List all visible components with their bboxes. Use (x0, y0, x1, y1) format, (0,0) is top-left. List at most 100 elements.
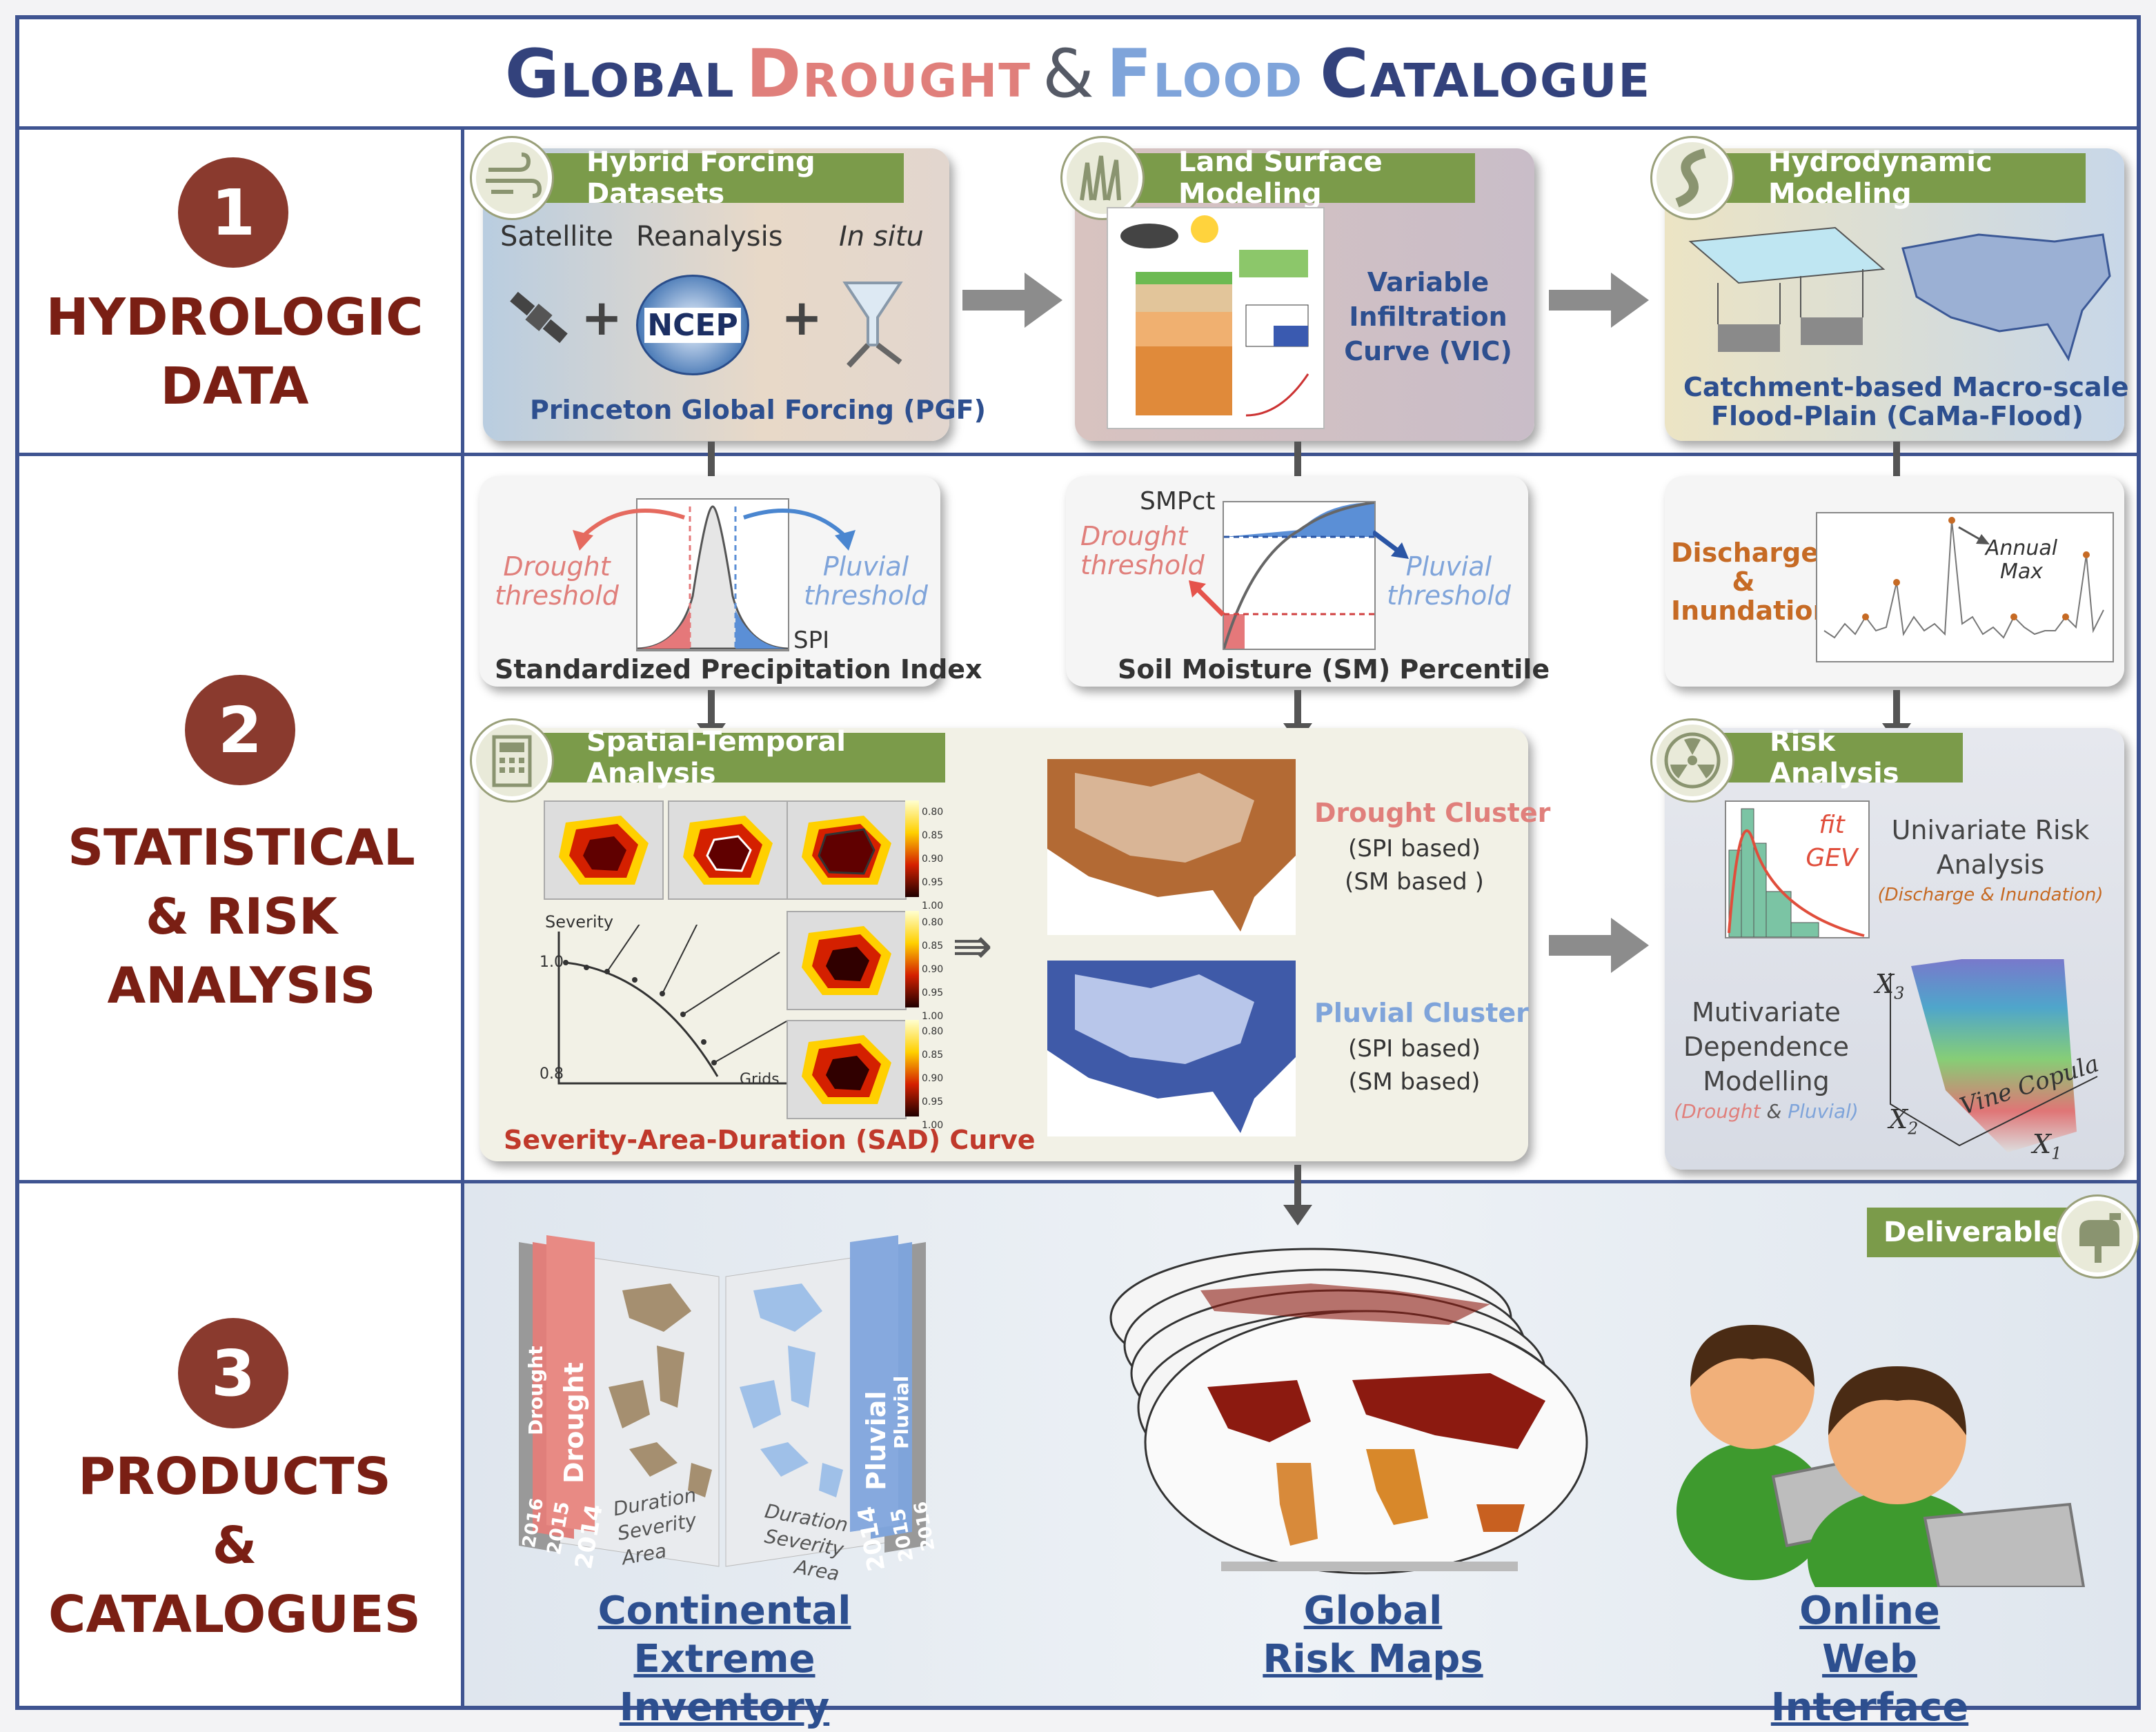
colorbar-labels-3: 0.80 0.85 0.90 0.95 1.00 (922, 1026, 944, 1131)
sad-grids-label: Grids (740, 1071, 780, 1088)
page-title: Global Drought & Flood Catalogue (19, 19, 2137, 128)
univariate-label: Univariate Risk Analysis (1891, 815, 2090, 880)
sad-curve-plot (557, 925, 787, 1085)
pluvial-cluster-sm: (SM based) (1348, 1068, 1481, 1096)
univariate-sub: (Discharge & Inundation) (1877, 885, 2104, 905)
risk-maps-caption: Global Risk Maps (1263, 1588, 1483, 1682)
plus-2: + (781, 288, 823, 346)
web-interface-caption: Online Web Interface (1770, 1588, 1969, 1730)
pluvial-cluster-map (1047, 961, 1296, 1136)
sad-caption: Severity-Area-Duration (SAD) Curve (504, 1125, 1036, 1155)
web-users-illustration (1677, 1325, 2086, 1587)
section-1-label: HYDROLOGIC DATA (46, 288, 424, 416)
implies-arrow: ⇛ (952, 918, 993, 974)
sad-heatmap-5 (787, 1020, 907, 1119)
grass-icon (1062, 138, 1143, 218)
sad-heatmap-3 (787, 800, 907, 900)
section-1-number: 1 (178, 157, 288, 268)
sad-heatmap-1 (544, 800, 664, 900)
smp-pluvial-threshold: Pluvial threshold (1387, 551, 1511, 611)
inventory-books (519, 1235, 926, 1567)
discharge-label: Discharge & Inundation (1671, 538, 1832, 626)
multivariate-label: Mutivariate Dependence Modelling (1683, 997, 1850, 1096)
arrow-lsm-to-hydro (1549, 273, 1649, 328)
spatial-panel (479, 728, 1528, 1161)
spi-distribution-plot (636, 498, 789, 651)
section-3-number: 3 (178, 1318, 288, 1428)
river-icon (1652, 138, 1732, 218)
divider-row2 (19, 1180, 2137, 1183)
arrow-spatial-to-risk (1549, 918, 1649, 973)
book-right-axes: Duration Severity Area (762, 1499, 850, 1586)
spi-drought-arrow (573, 509, 685, 551)
smp-caption: Soil Moisture (SM) Percentile (1118, 654, 1550, 685)
multivariate-sub: (Drought & Pluvial) (1674, 1100, 1859, 1123)
drought-cluster-label: Drought Cluster (1314, 798, 1551, 828)
divider-title (19, 126, 2137, 130)
colorbar-2 (905, 911, 919, 1007)
drought-cluster-sm: (SM based ) (1345, 868, 1484, 896)
smp-axis-label: SMPct (1140, 487, 1216, 515)
spi-caption: Standardized Precipitation Index (495, 654, 982, 685)
sad-tick-1: 1.0 (540, 954, 564, 971)
spi-drought-threshold: Drought threshold (495, 551, 619, 611)
forcing-tab: Hybrid Forcing Datasets (511, 146, 904, 210)
risk-tab: Risk Analysis (1694, 726, 1963, 789)
pluvial-cluster-spi: (SPI based) (1347, 1035, 1481, 1063)
discharge-timeseries (1816, 512, 2114, 662)
title-global: Global (504, 35, 735, 112)
rain-gauge-icon (835, 276, 911, 375)
colorbar-3 (905, 1020, 919, 1116)
title-catalogue: Catalogue (1320, 35, 1652, 112)
spi-pluvial-arrow (743, 509, 856, 551)
gev-fit-plot (1725, 800, 1870, 938)
axis-x3: X3 (1875, 969, 1905, 1003)
fit-gev-label: fit GEV (1806, 811, 1858, 872)
vic-schematic (1107, 207, 1325, 429)
colorbar-labels-2: 0.80 0.85 0.90 0.95 1.00 (922, 917, 944, 1022)
arrow-forcing-to-lsm (962, 273, 1062, 328)
satellite-icon (501, 279, 577, 358)
satellite-label: Satellite (500, 221, 613, 253)
sad-severity-label: Severity (545, 912, 614, 932)
hydro-caption: Catchment-based Macro-scale Flood-Plain (… (1683, 372, 2129, 431)
mailbox-icon (2057, 1197, 2137, 1277)
book-drought-1: Drought (524, 1346, 547, 1435)
inventory-caption: Continental Extreme Inventory (597, 1588, 851, 1730)
ncep-logo: NCEP (636, 275, 749, 375)
smp-pluvial-arrow (1373, 530, 1409, 559)
hydro-tab: Hydrodynamic Modeling (1692, 146, 2086, 210)
section-2-number: 2 (185, 675, 295, 785)
section-2-label: STATISTICAL & RISK ANALYSIS (68, 818, 415, 1014)
forcing-caption: Princeton Global Forcing (PGF) (530, 395, 986, 425)
book-pluvial-1: Pluvial (861, 1390, 891, 1490)
divider-row1 (19, 453, 2137, 456)
global-risk-maps (1109, 1248, 1588, 1575)
insitu-label: In situ (839, 221, 924, 253)
book-left-axes: Duration Severity Area (611, 1483, 699, 1570)
vic-caption: Variable Infiltration Curve (VIC) (1344, 267, 1512, 366)
book-drought-2: Drought (559, 1362, 589, 1484)
divider-column (461, 128, 464, 1706)
vine-copula-surface (1890, 959, 2098, 1152)
pluvial-cluster-label: Pluvial Cluster (1314, 998, 1529, 1028)
calculator-icon (472, 720, 552, 800)
usa-river-map (1896, 221, 2117, 366)
colorbar-labels-1: 0.80 0.85 0.90 0.95 1.00 (922, 807, 944, 912)
spatial-tab: Spatial-Temporal Analysis (511, 726, 945, 789)
axis-x1: X1 (2033, 1129, 2062, 1163)
spi-pluvial-threshold: Pluvial threshold (804, 551, 928, 611)
wind-icon (472, 138, 552, 218)
drought-cluster-map (1047, 759, 1296, 935)
radiation-icon (1652, 720, 1732, 800)
title-drought: Drought (746, 35, 1031, 112)
drought-cluster-spi: (SPI based) (1347, 835, 1481, 863)
sad-heatmap-4 (787, 911, 907, 1010)
lsm-tab: Land Surface Modeling (1102, 146, 1475, 210)
plus-1: + (581, 288, 623, 346)
ncep-text: NCEP (644, 307, 741, 343)
book-pluvial-2: Pluvial (890, 1375, 913, 1449)
sad-tick-08: 0.8 (540, 1065, 564, 1083)
title-flood: Flood (1106, 35, 1304, 112)
annual-max-label: Annual Max (1985, 536, 2058, 584)
